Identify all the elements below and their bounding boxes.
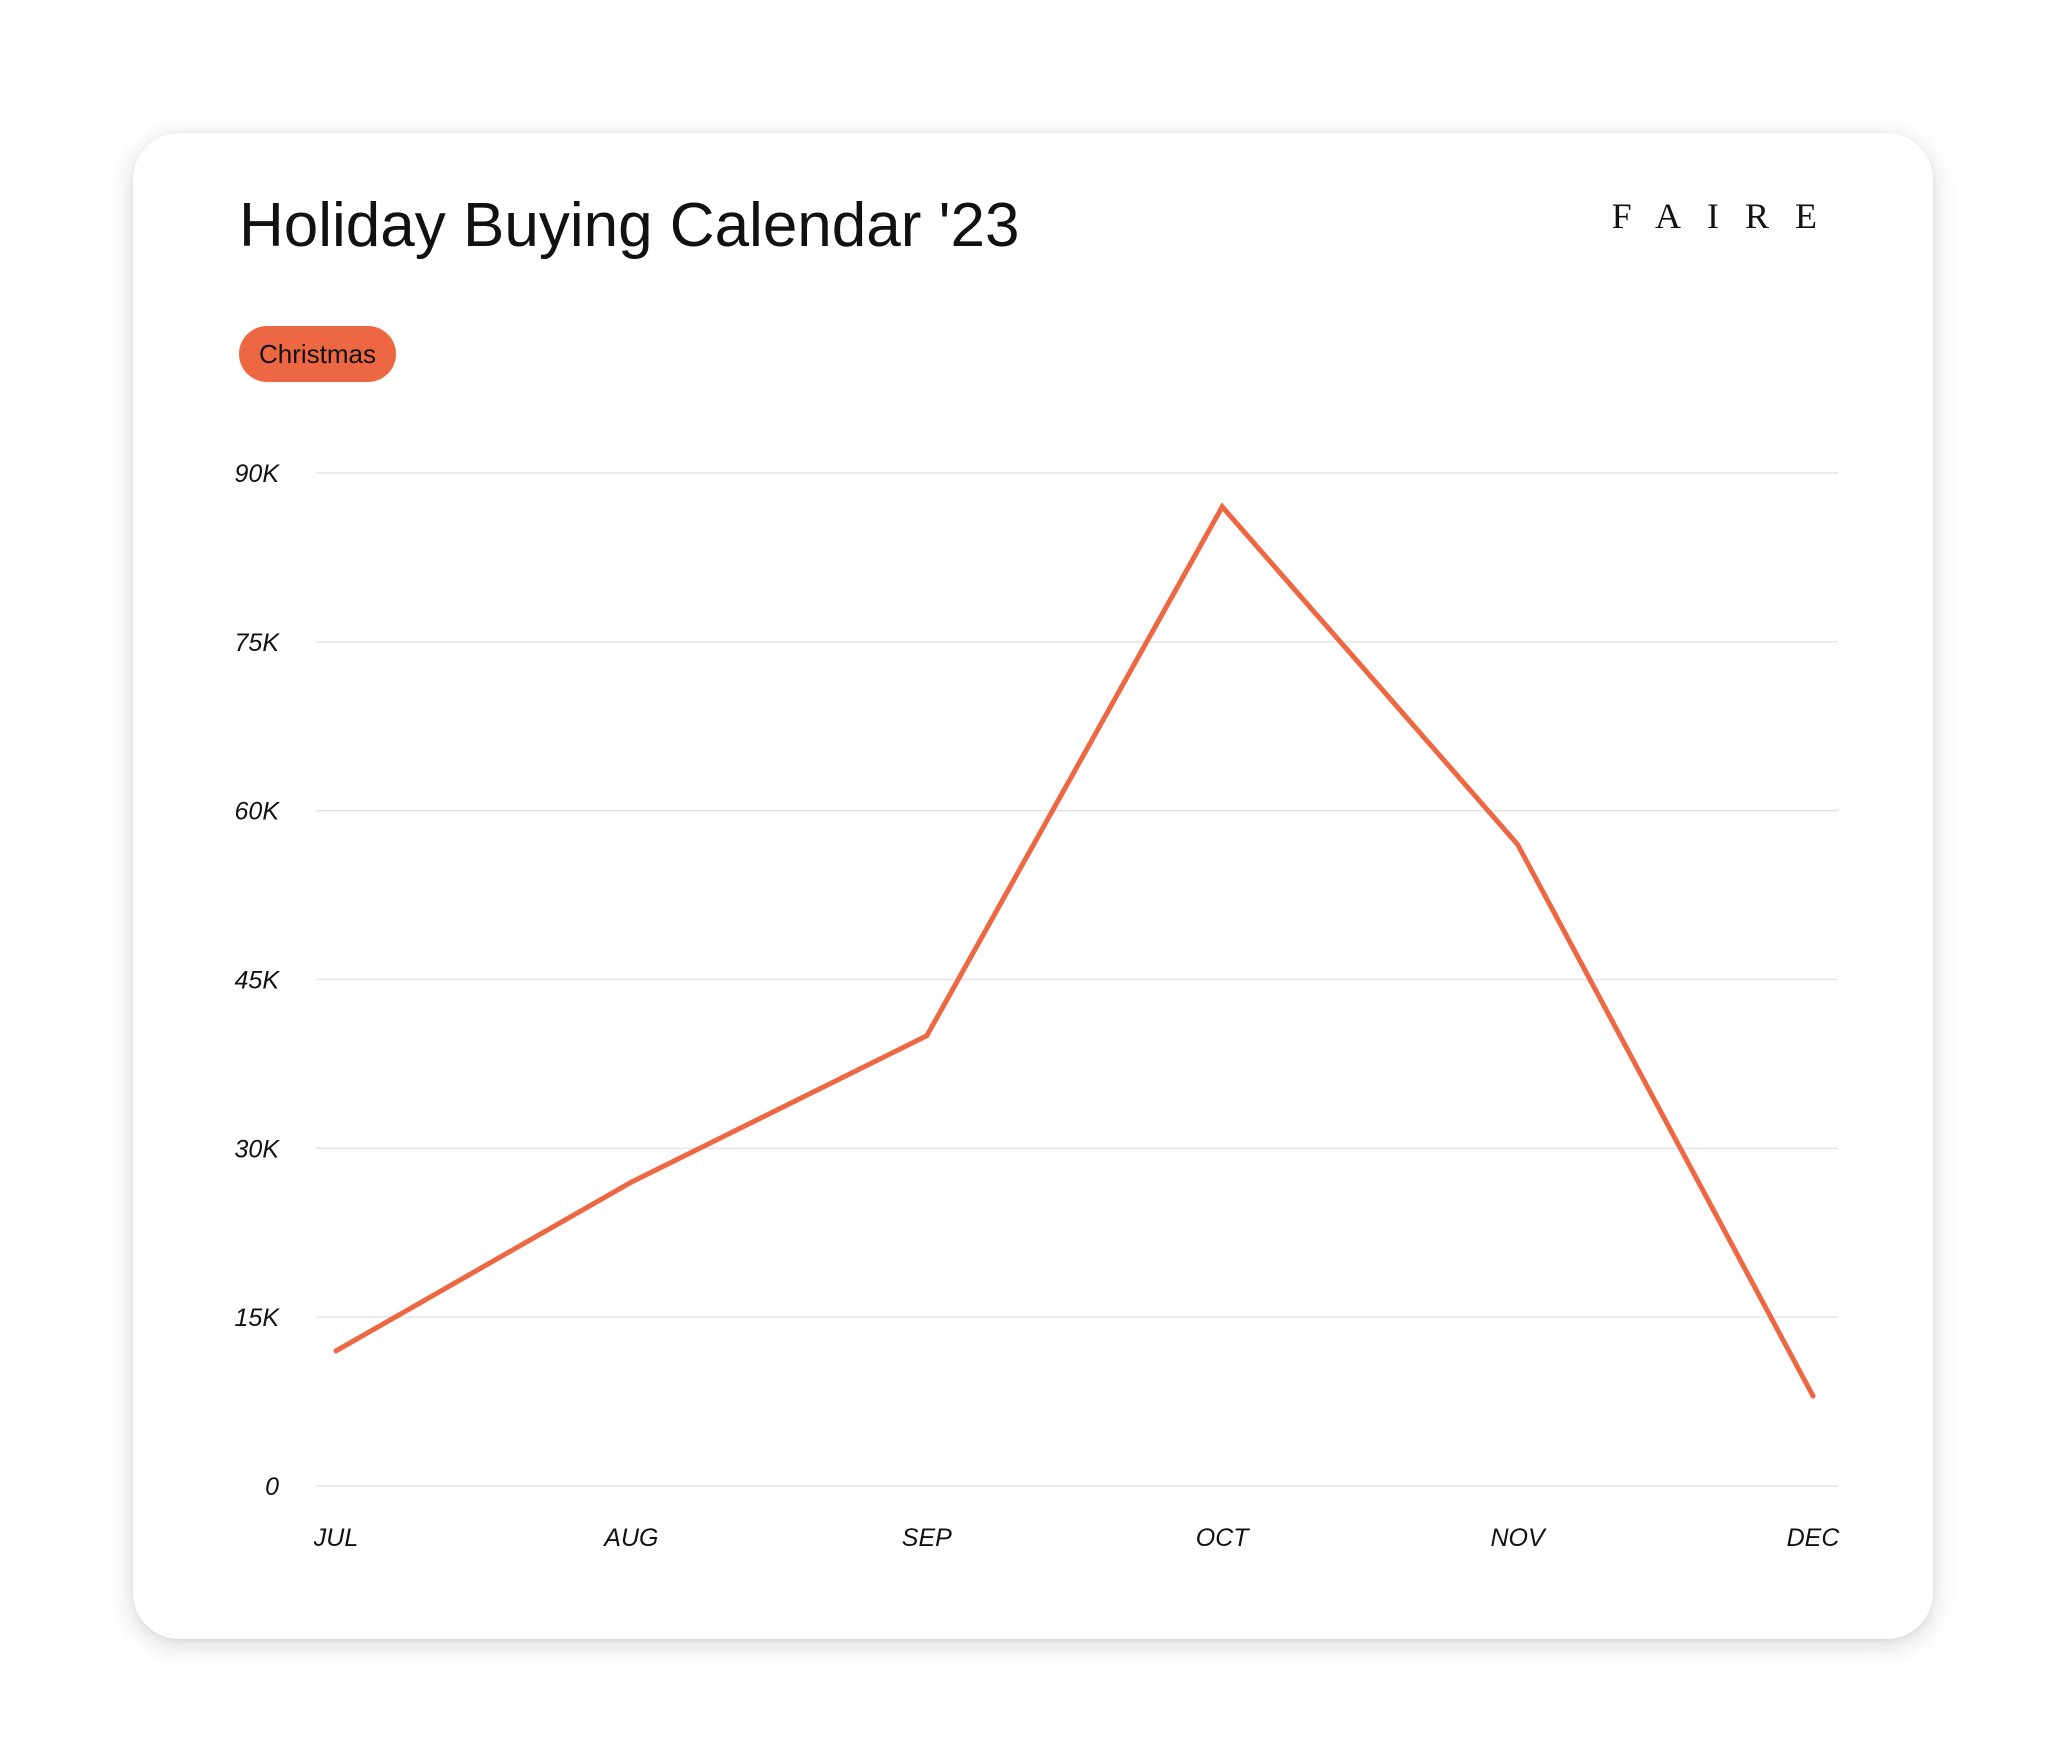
x-tick-label: SEP [902,1524,952,1552]
data-point [1810,1393,1816,1399]
y-tick-label: 60K [235,798,281,826]
x-tick-label: OCT [1196,1524,1251,1552]
data-point [924,1033,930,1039]
y-axis-ticks: 0 15K 30K 45K 60K 75K 90K [235,460,281,1501]
y-tick-label: 30K [235,1135,281,1163]
legend-badge-christmas: Christmas [239,326,397,382]
y-tick-label: 15K [235,1304,281,1332]
faire-logo: FAIRE [1611,196,1843,236]
series-line-christmas [334,502,1816,1398]
x-tick-label: AUG [602,1524,658,1552]
series-layer [333,502,1816,1399]
x-tick-label: NOV [1491,1524,1548,1552]
data-point [628,1179,634,1185]
x-axis-ticks: JUL AUG SEP OCT NOV DEC [313,1524,1841,1552]
y-tick-label: 0 [265,1473,279,1501]
y-tick-label: 75K [235,629,281,657]
data-point [333,1348,339,1354]
y-tick-label: 90K [235,460,281,488]
chart-title: Holiday Buying Calendar '23 [239,191,1020,260]
x-tick-label: JUL [313,1524,358,1552]
y-tick-label: 45K [235,967,281,995]
x-tick-label: DEC [1787,1524,1841,1552]
gridlines [316,472,1838,1487]
chart-card: Holiday Buying Calendar '23 FAIRE Christ… [133,133,1933,1639]
line-chart: 0 15K 30K 45K 60K 75K 90K JUL AUG SEP OCT NOV DEC [235,460,1841,1552]
data-point [1219,504,1225,510]
data-point [1515,841,1521,847]
